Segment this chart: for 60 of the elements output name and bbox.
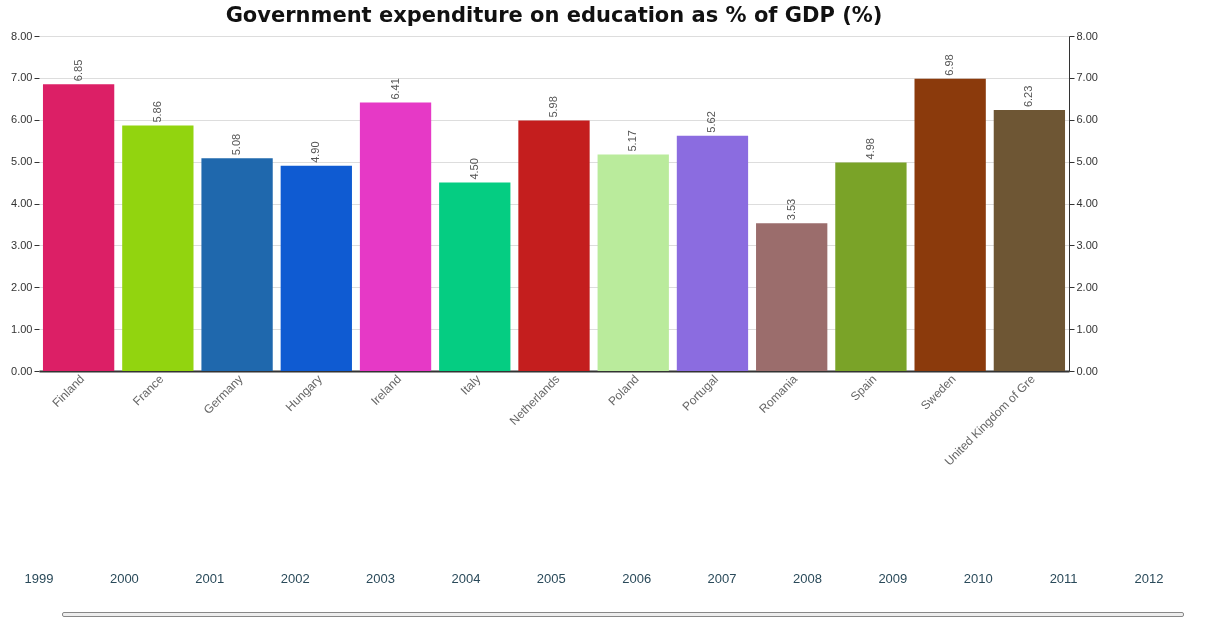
data-label: 5.62 xyxy=(705,111,718,133)
data-label: 5.98 xyxy=(547,96,559,118)
y2-tick-label: 3.00 xyxy=(1076,238,1098,251)
text: 2012 xyxy=(1134,571,1164,586)
data-label: 6.85 xyxy=(71,59,84,82)
data-label: 4.50 xyxy=(467,158,480,180)
bar xyxy=(439,182,511,371)
text: 2011 xyxy=(1049,571,1078,586)
y-tick-label: 4.00 xyxy=(11,197,33,209)
bar xyxy=(42,84,115,371)
text: 2000 xyxy=(109,571,139,586)
y2-tick-label: 1.00 xyxy=(1076,322,1098,335)
text: 2007 xyxy=(707,571,737,586)
bar xyxy=(597,154,669,371)
bar xyxy=(993,110,1066,371)
data-label: 6.98 xyxy=(943,54,956,76)
text: 2010 xyxy=(963,571,993,586)
y2-tick-label: 5.00 xyxy=(1076,155,1098,168)
bar xyxy=(122,125,194,371)
bar xyxy=(280,165,352,371)
y-tick-label: 0.00 xyxy=(11,364,33,377)
bar xyxy=(201,158,273,371)
text: 2009 xyxy=(878,571,908,586)
text: 1999 xyxy=(24,571,54,586)
bar xyxy=(835,162,907,371)
data-label: 5.08 xyxy=(230,133,243,156)
text: 2003 xyxy=(366,571,395,586)
y-tick-label: 5.00 xyxy=(11,155,33,168)
data-label: 3.53 xyxy=(784,198,797,221)
y2-tick-label: 8.00 xyxy=(1076,29,1098,42)
bar xyxy=(914,78,986,371)
data-label: 5.17 xyxy=(626,130,639,152)
text: 2001 xyxy=(195,571,225,586)
y-tick-label: 8.00 xyxy=(11,29,33,42)
data-label: 6.23 xyxy=(1022,85,1035,108)
y-tick-label: 2.00 xyxy=(11,280,33,293)
y2-tick-label: 6.00 xyxy=(1076,113,1098,126)
bar xyxy=(359,102,432,371)
x-tick-label: Italy xyxy=(457,372,484,398)
bar xyxy=(676,135,749,371)
chart-title: Government expenditure on education as % of GDP (%) xyxy=(225,3,883,27)
data-label: 5.86 xyxy=(150,101,163,123)
y2-tick-label: 0.00 xyxy=(1076,364,1098,377)
text: 2006 xyxy=(622,571,652,586)
y2-tick-label: 7.00 xyxy=(1076,71,1098,84)
data-label: 4.90 xyxy=(309,141,322,163)
y2-tick-label: 4.00 xyxy=(1076,197,1098,209)
y-tick-label: 7.00 xyxy=(11,71,33,84)
data-label: 6.41 xyxy=(388,78,401,100)
bar xyxy=(756,223,828,371)
y-tick-label: 1.00 xyxy=(11,322,33,335)
bar xyxy=(518,120,590,371)
text: 2005 xyxy=(536,571,566,586)
y-tick-label: 3.00 xyxy=(11,238,33,251)
text: 2008 xyxy=(793,571,822,586)
y2-tick-label: 2.00 xyxy=(1076,280,1098,293)
text: 2002 xyxy=(280,571,310,586)
text: 2004 xyxy=(451,571,481,586)
data-label: 4.98 xyxy=(863,138,876,160)
y-tick-label: 6.00 xyxy=(11,113,33,126)
